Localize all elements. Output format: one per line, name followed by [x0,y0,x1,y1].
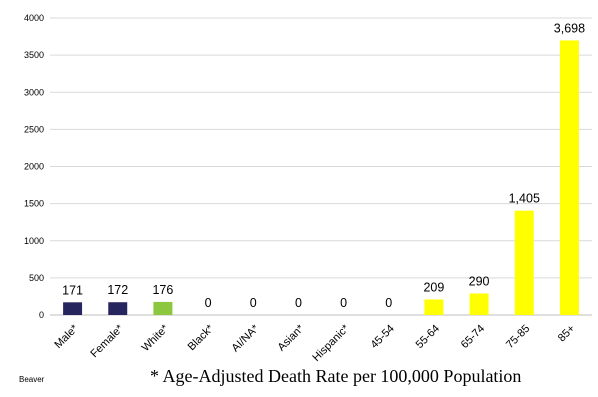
category-label: Asian* [276,322,307,353]
category-label: 55-64 [414,323,442,351]
data-label: 172 [107,283,128,297]
category-label: 75-85 [504,323,532,351]
bar [108,302,128,315]
data-label: 171 [62,283,83,297]
category-label: White* [140,322,172,354]
data-label: 0 [250,296,257,310]
category-label: 65-74 [459,323,487,351]
y-tick-label: 3000 [24,87,44,97]
bar [469,293,489,315]
bar [424,299,444,315]
bar [514,210,534,315]
y-tick-label: 2500 [24,124,44,134]
category-label: Male* [52,322,81,351]
category-label: Female* [88,322,126,360]
source-label: Beaver [19,375,45,384]
y-tick-label: 0 [39,310,44,320]
category-label: Hispanic* [310,322,352,364]
bar [63,302,83,315]
footnote: * Age-Adjusted Death Rate per 100,000 Po… [150,366,522,386]
data-label: 290 [469,274,490,288]
y-tick-label: 500 [29,273,44,283]
data-label: 209 [423,280,444,294]
data-label: 3,698 [554,21,585,35]
data-label: 176 [152,283,173,297]
y-tick-label: 1500 [24,199,44,209]
bar [559,40,579,316]
y-tick-label: 1000 [24,236,44,246]
category-label: 85+ [556,323,578,345]
data-label: 0 [385,296,392,310]
y-tick-label: 2000 [24,162,44,172]
category-label: AI/NA* [230,322,262,354]
data-label: 0 [205,296,212,310]
data-label: 0 [340,296,347,310]
data-label: 0 [295,296,302,310]
category-label: 45-54 [368,323,396,351]
y-tick-label: 3500 [24,50,44,60]
category-label: Black* [186,322,217,353]
y-tick-label: 4000 [24,13,44,23]
bar [153,301,173,315]
data-label: 1,405 [509,192,540,206]
